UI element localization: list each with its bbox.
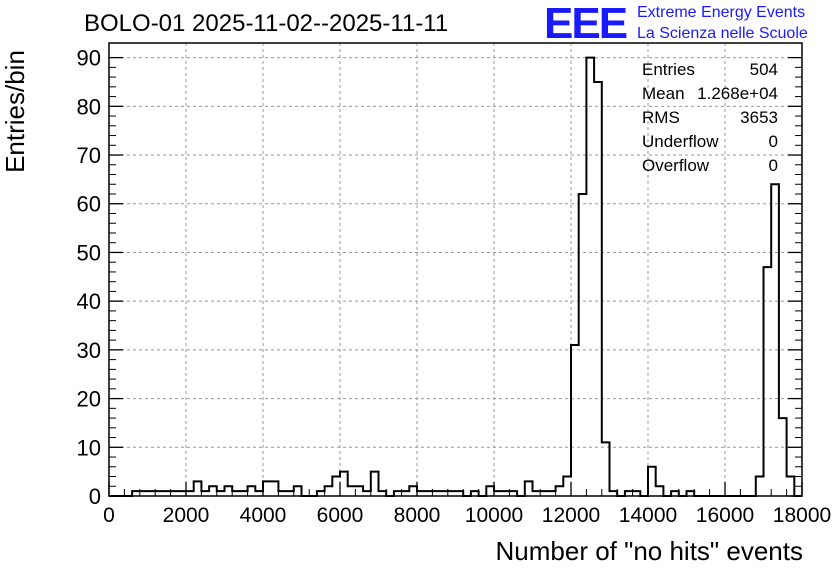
histogram-bin: [209, 486, 217, 496]
histogram-bin: [648, 467, 656, 496]
histogram-bin: [579, 194, 587, 496]
y-tick-label: 80: [77, 94, 101, 119]
x-tick-label: 18000: [773, 504, 831, 527]
stat-key: RMS: [642, 108, 680, 127]
histogram-bin: [571, 345, 579, 496]
histogram-bin: [294, 486, 302, 496]
histogram-bin: [556, 486, 564, 496]
histogram-bin: [325, 486, 333, 496]
stat-key: Mean: [642, 84, 685, 103]
histogram-bin: [787, 477, 795, 496]
x-tick-label: 12000: [542, 504, 600, 527]
histogram-bin: [340, 472, 348, 496]
stat-rms: RMS 3653: [640, 106, 780, 130]
y-tick-label: 30: [77, 338, 101, 363]
y-tick-label: 20: [77, 387, 101, 412]
y-tick-label: 70: [77, 143, 101, 168]
stat-underflow: Underflow 0: [640, 130, 780, 154]
histogram-bin: [602, 442, 610, 496]
histogram-bin: [756, 477, 764, 496]
y-axis-label: Entries/bin: [0, 50, 30, 173]
stat-value: 3653: [740, 108, 778, 127]
histogram-bin: [409, 486, 417, 496]
x-tick-label: 14000: [619, 504, 677, 527]
histogram-bin: [248, 486, 256, 496]
histogram-bin: [586, 58, 594, 496]
y-tick-label: 60: [77, 192, 101, 217]
histogram-bin: [225, 486, 233, 496]
logo-subtitle-2: La Scienza nelle Scuole: [637, 25, 808, 42]
histogram-bin: [348, 486, 356, 496]
y-tick-label: 90: [77, 46, 101, 71]
plot-frame: [108, 42, 803, 497]
grid-lines: [109, 43, 802, 496]
stat-entries: Entries 504: [640, 58, 780, 82]
stat-value: 0: [768, 156, 778, 175]
x-tick-label: 0: [103, 504, 115, 527]
histogram-bin: [271, 481, 279, 496]
histogram-bin: [656, 486, 664, 496]
stat-key: Overflow: [642, 156, 710, 175]
histogram-bin: [594, 82, 602, 496]
histogram-bin: [779, 418, 787, 496]
histogram-bin: [332, 477, 340, 496]
stat-value: 1.268e+04: [697, 84, 778, 103]
histogram-bin: [371, 472, 379, 496]
histogram-bin: [263, 481, 271, 496]
y-tick-label: 50: [77, 240, 101, 265]
x-tick-label: 16000: [696, 504, 754, 527]
chart-title: BOLO-01 2025-11-02--2025-11-11: [84, 10, 449, 37]
y-tick-label: 0: [89, 484, 101, 509]
histogram-bin: [525, 481, 533, 496]
x-tick-label: 10000: [465, 504, 523, 527]
stats-box: Entries 504 Mean 1.268e+04 RMS 3653 Unde…: [640, 58, 780, 178]
eee-logo: EEE: [544, 0, 628, 48]
stat-key: Entries: [642, 60, 695, 79]
x-axis-label: Number of "no hits" events: [495, 536, 804, 566]
x-tick-label: 4000: [240, 504, 287, 527]
stat-mean: Mean 1.268e+04: [640, 82, 780, 106]
x-tick-label: 6000: [317, 504, 364, 527]
y-tick-label: 40: [77, 289, 101, 314]
stat-value: 0: [768, 132, 778, 151]
x-tick-label: 8000: [394, 504, 441, 527]
histogram-bin: [194, 481, 202, 496]
y-tick-label: 10: [77, 435, 101, 460]
stat-overflow: Overflow 0: [640, 154, 780, 178]
histogram-bin: [355, 486, 363, 496]
stat-key: Underflow: [642, 132, 719, 151]
logo-subtitle-1: Extreme Energy Events: [637, 4, 806, 21]
histogram-bin: [486, 486, 494, 496]
stat-value: 504: [749, 60, 778, 79]
axis-ticks: 0 2000 4000 6000 8000 10000 12000 14000 16000 180…: [77, 46, 832, 527]
histogram-bin: [563, 477, 571, 496]
histogram-bin: [771, 184, 779, 496]
x-tick-label: 2000: [163, 504, 210, 527]
